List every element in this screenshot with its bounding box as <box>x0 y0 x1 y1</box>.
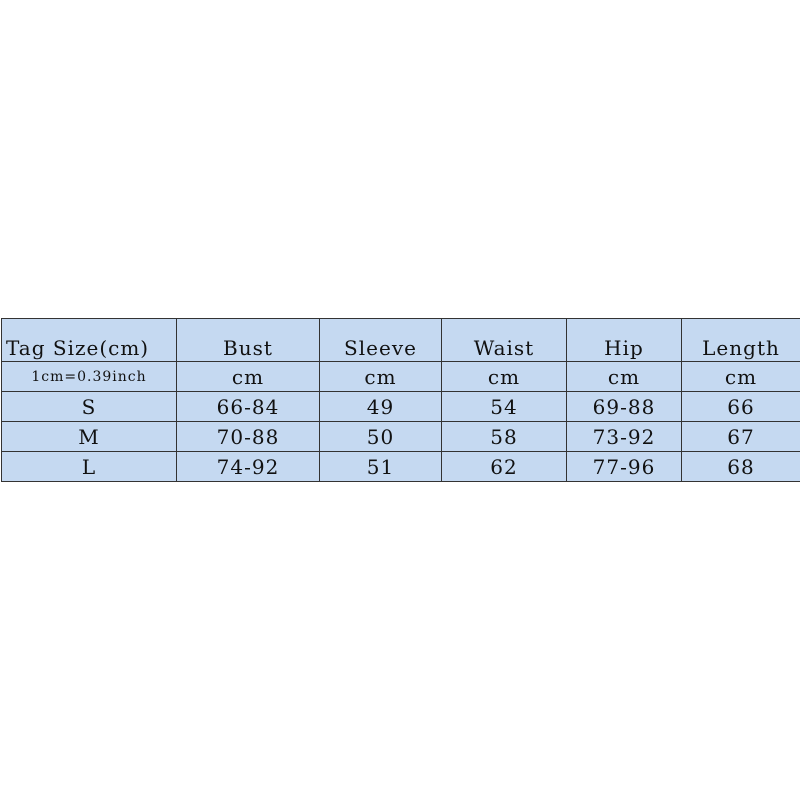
header-sleeve: Sleeve <box>319 318 442 362</box>
bust-cell: 66-84 <box>176 391 320 422</box>
header-hip: Hip <box>566 318 682 362</box>
sleeve-cell: 51 <box>319 451 442 482</box>
table-row: S 66-84 49 54 69-88 66 <box>1 391 800 422</box>
header-tag-size: Tag Size(cm) <box>1 318 177 362</box>
hip-cell: 73-92 <box>566 421 682 452</box>
length-cell: 68 <box>681 451 800 482</box>
table-row: M 70-88 50 58 73-92 67 <box>1 421 800 452</box>
bust-cell: 70-88 <box>176 421 320 452</box>
waist-cell: 58 <box>441 421 567 452</box>
hip-cell: 69-88 <box>566 391 682 422</box>
header-row: Tag Size(cm) Bust Sleeve Waist Hip Lengt… <box>1 318 800 362</box>
length-cell: 66 <box>681 391 800 422</box>
unit-cell: cm <box>681 361 800 392</box>
size-cell: L <box>1 451 177 482</box>
unit-row: 1cm=0.39inch cm cm cm cm cm <box>1 361 800 392</box>
unit-cell: cm <box>319 361 442 392</box>
header-bust: Bust <box>176 318 320 362</box>
waist-cell: 62 <box>441 451 567 482</box>
unit-cell: cm <box>441 361 567 392</box>
table-row: L 74-92 51 62 77-96 68 <box>1 451 800 482</box>
unit-cell: cm <box>176 361 320 392</box>
unit-cell: cm <box>566 361 682 392</box>
length-cell: 67 <box>681 421 800 452</box>
header-length: Length <box>681 318 800 362</box>
size-cell: M <box>1 421 177 452</box>
size-chart-table: Tag Size(cm) Bust Sleeve Waist Hip Lengt… <box>1 318 800 482</box>
sleeve-cell: 49 <box>319 391 442 422</box>
unit-conversion: 1cm=0.39inch <box>1 361 177 392</box>
waist-cell: 54 <box>441 391 567 422</box>
bust-cell: 74-92 <box>176 451 320 482</box>
hip-cell: 77-96 <box>566 451 682 482</box>
sleeve-cell: 50 <box>319 421 442 452</box>
header-waist: Waist <box>441 318 567 362</box>
size-cell: S <box>1 391 177 422</box>
